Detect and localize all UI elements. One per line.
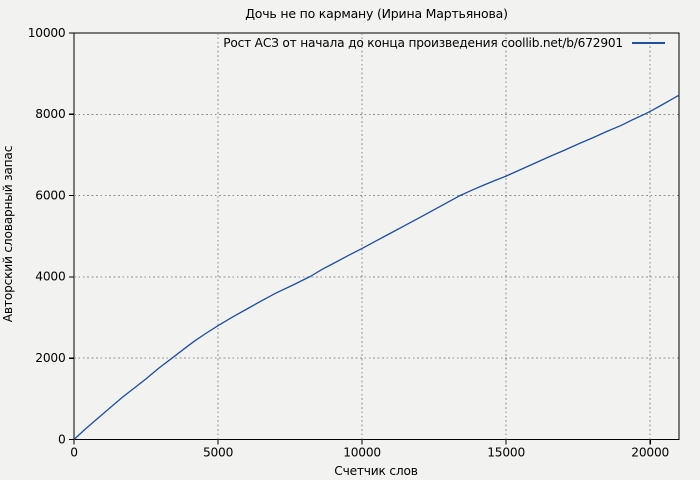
y-tick-label: 0 bbox=[58, 432, 66, 446]
y-tick-label: 4000 bbox=[35, 270, 65, 284]
legend-label: Рост АСЗ от начала до конца произведения… bbox=[223, 36, 623, 50]
plot-border bbox=[73, 32, 680, 441]
y-tick-label: 10000 bbox=[28, 26, 66, 40]
x-axis-label: Счетчик слов bbox=[334, 464, 417, 478]
chart-title: Дочь не по карману (Ирина Мартьянова) bbox=[245, 6, 508, 21]
x-tick-label: 5000 bbox=[203, 446, 233, 460]
x-tick-label: 0 bbox=[70, 446, 78, 460]
y-tick-label: 2000 bbox=[35, 351, 65, 365]
y-tick-label: 8000 bbox=[35, 107, 65, 121]
x-tick-label: 10000 bbox=[343, 446, 381, 460]
x-tick-label: 15000 bbox=[487, 446, 525, 460]
legend-line-sample bbox=[632, 42, 665, 44]
y-tick-label: 6000 bbox=[35, 188, 65, 202]
x-tick-label: 20000 bbox=[631, 446, 669, 460]
legend: Рост АСЗ от начала до конца произведения… bbox=[223, 36, 665, 50]
y-axis-label: Авторский словарный запас bbox=[1, 146, 15, 322]
series-line bbox=[73, 94, 680, 440]
